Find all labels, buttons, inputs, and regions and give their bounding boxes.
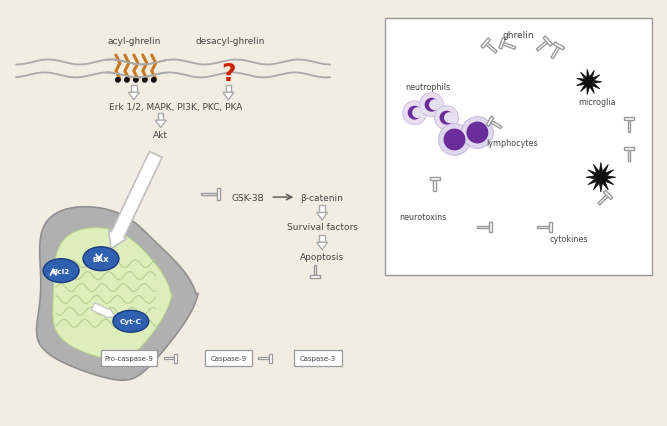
Polygon shape [490, 121, 502, 130]
Polygon shape [201, 193, 219, 196]
Polygon shape [628, 119, 630, 132]
Circle shape [115, 78, 120, 83]
Polygon shape [628, 149, 630, 162]
Polygon shape [548, 222, 552, 232]
Polygon shape [551, 46, 560, 60]
Bar [319, 235, 325, 243]
Polygon shape [37, 207, 198, 380]
Polygon shape [543, 37, 552, 47]
Circle shape [466, 122, 488, 144]
Circle shape [143, 78, 147, 83]
Bar [158, 113, 163, 121]
Ellipse shape [43, 259, 79, 283]
FancyArrow shape [91, 303, 115, 318]
Polygon shape [537, 226, 550, 229]
Polygon shape [485, 43, 497, 54]
Polygon shape [536, 41, 549, 52]
Text: Pro-caspase-9: Pro-caspase-9 [105, 355, 153, 361]
Circle shape [125, 78, 129, 83]
Polygon shape [155, 121, 166, 128]
Polygon shape [489, 222, 492, 232]
Circle shape [435, 106, 458, 130]
FancyBboxPatch shape [101, 350, 157, 366]
Text: Akt: Akt [153, 131, 168, 140]
Polygon shape [317, 213, 327, 220]
Polygon shape [481, 39, 490, 49]
Text: Caspase-3: Caspase-3 [300, 355, 336, 361]
Polygon shape [430, 177, 440, 180]
Polygon shape [624, 147, 634, 150]
Text: Survival factors: Survival factors [287, 223, 358, 232]
FancyBboxPatch shape [205, 350, 252, 366]
Polygon shape [586, 163, 616, 193]
Text: Bcl2: Bcl2 [53, 268, 70, 274]
Text: Erk 1/2, MAPK, PI3K, PKC, PKA: Erk 1/2, MAPK, PI3K, PKC, PKA [109, 103, 242, 112]
Circle shape [429, 100, 440, 111]
Polygon shape [310, 276, 320, 278]
Polygon shape [128, 93, 139, 101]
Text: Caspase-9: Caspase-9 [210, 355, 247, 361]
Text: cytokines: cytokines [550, 235, 588, 244]
Text: GSK-3B: GSK-3B [232, 193, 265, 202]
Circle shape [425, 98, 439, 112]
Text: desacyl-ghrelin: desacyl-ghrelin [195, 37, 265, 46]
Text: neutrophils: neutrophils [405, 83, 450, 92]
Circle shape [439, 124, 470, 156]
Polygon shape [478, 226, 490, 229]
Text: BAX: BAX [93, 256, 109, 262]
Circle shape [408, 106, 422, 120]
Text: neurotoxins: neurotoxins [400, 213, 447, 222]
Bar [319, 206, 325, 213]
Text: microglia: microglia [578, 98, 616, 106]
Circle shape [420, 94, 444, 117]
Polygon shape [598, 195, 609, 205]
Polygon shape [604, 191, 612, 200]
Polygon shape [269, 354, 271, 363]
FancyBboxPatch shape [294, 350, 342, 366]
Circle shape [412, 108, 423, 119]
Text: Cyt-C: Cyt-C [120, 319, 142, 325]
Ellipse shape [83, 247, 119, 271]
Polygon shape [174, 354, 177, 363]
Circle shape [444, 113, 455, 124]
Polygon shape [53, 228, 172, 360]
Polygon shape [434, 179, 436, 192]
Polygon shape [576, 70, 602, 95]
Polygon shape [217, 189, 220, 201]
Text: lymphocytes: lymphocytes [486, 138, 538, 148]
Circle shape [151, 78, 156, 83]
Text: β-catenin: β-catenin [301, 193, 344, 202]
Polygon shape [554, 43, 564, 51]
FancyBboxPatch shape [385, 19, 652, 275]
Polygon shape [314, 265, 316, 277]
Polygon shape [486, 117, 494, 127]
Polygon shape [502, 43, 516, 50]
Circle shape [440, 112, 454, 125]
Circle shape [403, 101, 427, 125]
Ellipse shape [113, 311, 149, 332]
Polygon shape [317, 243, 327, 250]
Polygon shape [624, 118, 634, 121]
Bar [131, 86, 137, 93]
Text: ?: ? [221, 62, 235, 86]
Polygon shape [499, 39, 506, 50]
Polygon shape [163, 357, 175, 359]
Bar [225, 86, 231, 93]
Circle shape [444, 129, 466, 151]
FancyArrow shape [109, 152, 162, 249]
Text: acyl-ghrelin: acyl-ghrelin [107, 37, 161, 46]
Polygon shape [258, 357, 270, 359]
Text: ghrelin: ghrelin [502, 31, 534, 40]
Circle shape [133, 78, 138, 83]
Text: Apoptosis: Apoptosis [300, 253, 344, 262]
Circle shape [462, 117, 494, 149]
Polygon shape [223, 93, 234, 101]
